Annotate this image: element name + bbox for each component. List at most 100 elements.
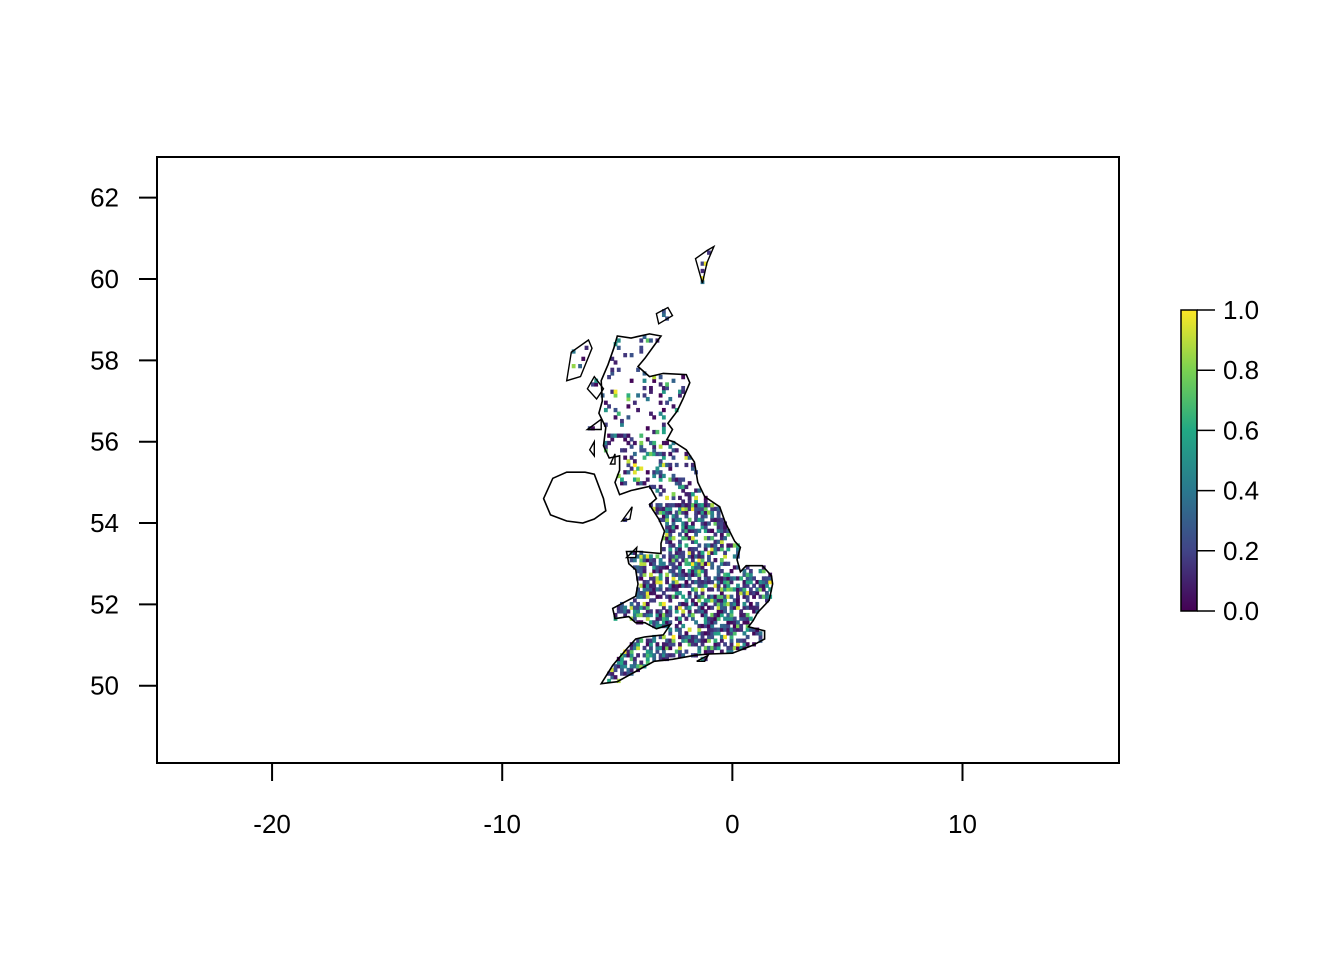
raster-cell	[671, 642, 676, 647]
colorbar-tick-label: 0.2	[1223, 536, 1259, 566]
raster-cell	[652, 440, 657, 446]
raster-cell	[665, 616, 669, 621]
raster-cell	[739, 627, 744, 632]
raster-cell	[687, 550, 692, 555]
raster-cell	[665, 385, 669, 391]
raster-cell	[713, 517, 718, 523]
raster-cell	[678, 649, 682, 654]
raster-cell	[694, 634, 698, 640]
raster-cell	[716, 587, 721, 592]
raster-cell	[690, 579, 695, 585]
raster-cell	[729, 543, 734, 548]
raster-cell	[678, 572, 682, 577]
raster-cell	[768, 576, 773, 581]
raster-cell	[632, 664, 637, 669]
raster-cell	[645, 554, 650, 559]
raster-cell	[758, 587, 763, 592]
raster-cell	[681, 506, 686, 512]
raster-cell	[636, 642, 640, 647]
raster-cell	[700, 579, 705, 585]
raster-cell	[710, 645, 715, 651]
raster-cell	[652, 579, 657, 585]
raster-cell	[690, 642, 695, 647]
raster-cell	[658, 653, 663, 658]
raster-cell	[632, 609, 637, 614]
raster-cell	[726, 627, 731, 632]
raster-cell	[700, 568, 705, 574]
raster-cell	[742, 631, 747, 636]
raster-cell	[668, 594, 673, 599]
raster-cell	[603, 422, 608, 427]
raster-cell	[713, 645, 718, 651]
raster-cell	[687, 528, 692, 533]
raster-cell	[678, 543, 682, 548]
raster-cell	[687, 495, 692, 501]
raster-cell	[703, 510, 708, 515]
raster-cell	[655, 510, 660, 515]
raster-cell	[707, 587, 711, 592]
raster-cell	[655, 554, 660, 559]
raster-cell	[742, 616, 747, 621]
raster-cell	[690, 536, 695, 541]
raster-cell	[674, 572, 679, 577]
raster-cell	[629, 378, 634, 383]
raster-cell	[697, 645, 702, 651]
raster-cell	[665, 653, 669, 658]
raster-cell	[700, 561, 705, 566]
raster-cell	[713, 583, 718, 588]
raster-cell	[690, 612, 695, 618]
raster-cell	[697, 517, 702, 523]
raster-cell	[697, 550, 702, 555]
raster-cell	[694, 503, 698, 508]
raster-cell	[681, 572, 686, 577]
raster-cell	[629, 437, 634, 442]
raster-cell	[697, 572, 702, 577]
raster-cell	[742, 568, 747, 574]
raster-cell	[745, 579, 750, 585]
raster-cell	[658, 645, 663, 651]
raster-cell	[752, 590, 756, 596]
raster-cell	[710, 536, 715, 541]
raster-cell	[658, 583, 663, 588]
raster-cell	[626, 440, 631, 446]
raster-cell	[642, 371, 647, 376]
raster-cell	[658, 601, 663, 607]
raster-cell	[658, 374, 663, 380]
raster-cell	[732, 620, 737, 625]
raster-cell	[668, 506, 673, 512]
plot-frame	[156, 156, 1120, 764]
raster-cell	[674, 565, 679, 570]
raster-cell	[661, 415, 666, 420]
raster-cell	[652, 451, 657, 457]
raster-cell	[739, 587, 744, 592]
raster-cell	[613, 389, 618, 394]
raster-cell	[665, 503, 669, 508]
raster-cell	[758, 634, 763, 640]
raster-cell	[639, 583, 644, 588]
raster-cell	[684, 521, 689, 526]
raster-cell	[678, 627, 682, 632]
raster-cell	[668, 510, 673, 515]
raster-cell	[620, 481, 624, 486]
raster-cell	[629, 649, 634, 654]
raster-cell	[636, 568, 640, 574]
raster-cell	[729, 605, 734, 610]
raster-cell	[745, 576, 750, 581]
raster-cell	[678, 539, 682, 544]
raster-cell	[703, 598, 708, 603]
raster-cell	[761, 587, 766, 592]
raster-cell	[607, 678, 611, 684]
raster-cell	[681, 385, 686, 391]
raster-cell	[713, 576, 718, 581]
raster-cell	[710, 579, 715, 585]
raster-cell	[732, 543, 737, 548]
raster-cell	[761, 583, 766, 588]
raster-cell	[671, 440, 676, 446]
raster-cell	[681, 488, 686, 493]
raster-cell	[690, 572, 695, 577]
raster-cell	[623, 437, 628, 442]
raster-cell	[723, 525, 727, 530]
raster-cell	[668, 638, 673, 643]
raster-cell	[681, 601, 686, 607]
raster-cell	[707, 510, 711, 515]
